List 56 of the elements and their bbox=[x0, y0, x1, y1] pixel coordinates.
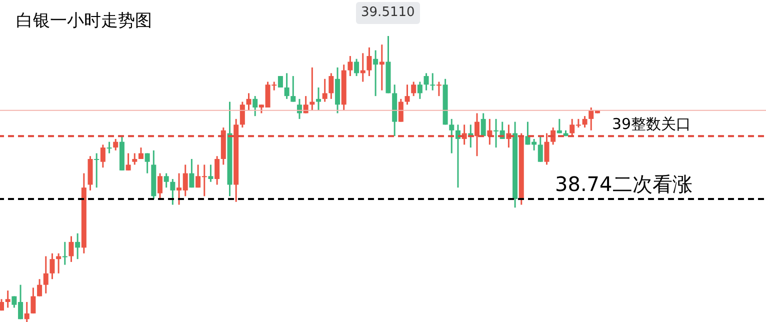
ref-line-label: 38.74二次看涨 bbox=[555, 171, 692, 198]
candlestick bbox=[164, 172, 169, 188]
candlestick bbox=[75, 232, 80, 260]
candlestick bbox=[538, 135, 543, 163]
candlestick bbox=[404, 84, 410, 106]
candlestick bbox=[582, 115, 588, 128]
candlestick bbox=[424, 72, 429, 92]
candlestick bbox=[240, 101, 245, 128]
candlestick bbox=[126, 152, 131, 172]
candlestick bbox=[354, 58, 360, 77]
candlestick bbox=[24, 301, 30, 322]
candlestick bbox=[417, 81, 422, 100]
candlestick bbox=[316, 86, 321, 112]
candlestick bbox=[449, 118, 454, 154]
candlestick bbox=[348, 55, 353, 77]
candlestick bbox=[170, 178, 176, 206]
candlestick bbox=[252, 95, 258, 117]
candlestick bbox=[144, 152, 150, 174]
candlestick bbox=[5, 290, 10, 308]
candlestick bbox=[544, 132, 550, 166]
candlestick bbox=[480, 112, 486, 137]
candlestick bbox=[138, 146, 144, 160]
candlestick bbox=[62, 241, 68, 266]
candlestick bbox=[43, 255, 48, 294]
candlestick bbox=[132, 152, 138, 166]
candlestick bbox=[328, 72, 334, 100]
candlestick bbox=[50, 252, 55, 280]
candlestick bbox=[284, 72, 290, 100]
candlestick bbox=[113, 138, 118, 152]
candlestick bbox=[373, 50, 378, 97]
candlestick bbox=[290, 75, 296, 103]
candlestick bbox=[214, 155, 220, 186]
candlestick bbox=[56, 252, 62, 274]
candlestick bbox=[366, 46, 372, 77]
candlestick bbox=[68, 235, 74, 263]
candlestick bbox=[158, 172, 162, 200]
chart-title: 白银一小时走势图 bbox=[16, 10, 152, 32]
candlestick bbox=[436, 81, 442, 97]
candlestick bbox=[322, 78, 328, 103]
candlestick bbox=[474, 112, 480, 157]
candlestick bbox=[246, 92, 252, 112]
candlestick bbox=[106, 141, 112, 154]
text: 39.5110 bbox=[356, 2, 420, 24]
candlestick bbox=[379, 44, 384, 92]
candlestick bbox=[100, 144, 106, 168]
candlestick bbox=[208, 164, 214, 183]
candlestick bbox=[37, 278, 42, 298]
ref-line-label: 39整数关口 bbox=[612, 115, 692, 134]
candlestick bbox=[94, 152, 100, 188]
candlestick bbox=[430, 72, 436, 92]
candlestick bbox=[398, 98, 404, 123]
candlestick bbox=[278, 75, 283, 88]
candlestick bbox=[411, 81, 416, 97]
candlestick bbox=[462, 124, 467, 146]
candlestick bbox=[30, 286, 36, 314]
candlestick bbox=[189, 158, 194, 188]
